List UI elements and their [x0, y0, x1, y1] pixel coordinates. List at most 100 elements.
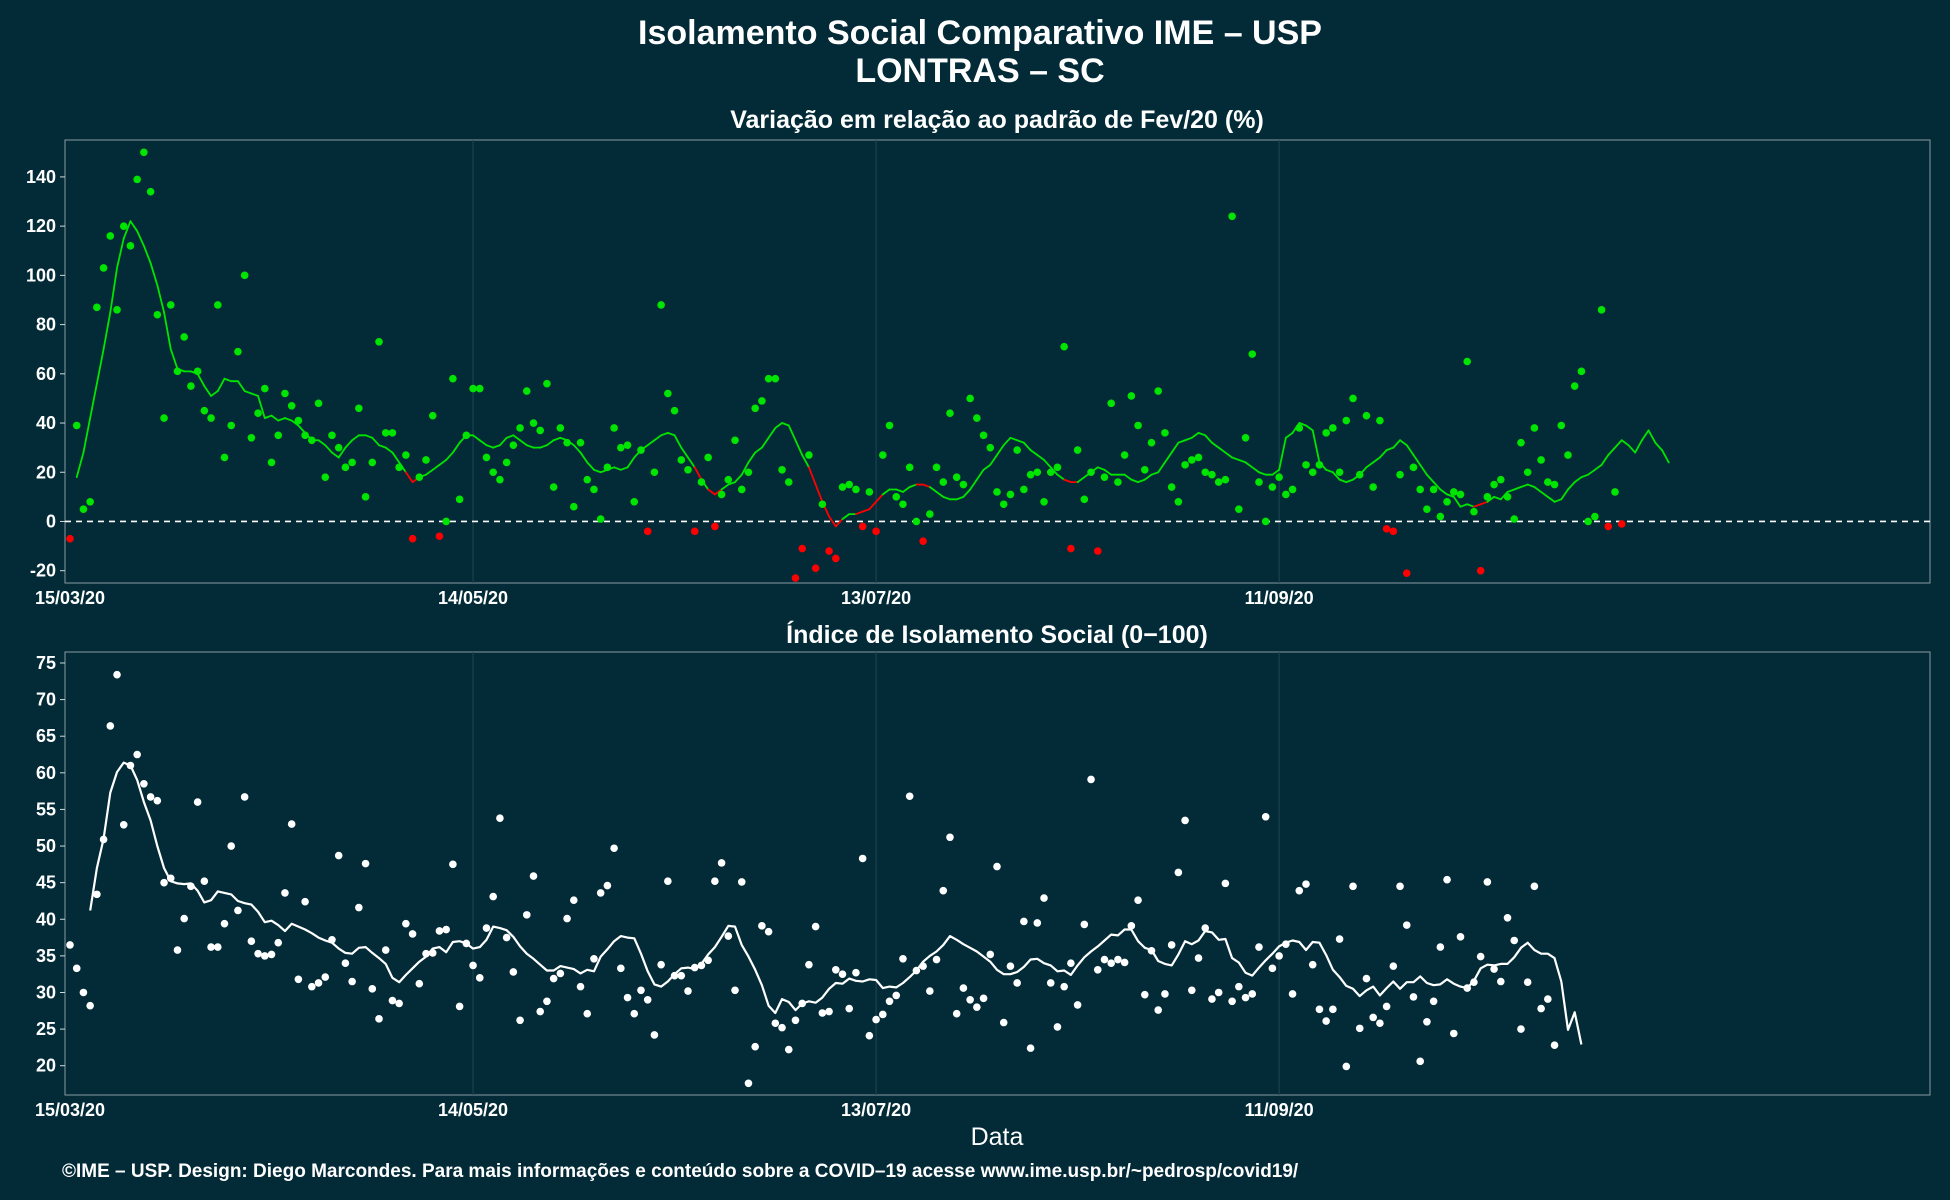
variation-moving-average-segment [613, 466, 622, 471]
variation-data-point [764, 374, 773, 383]
index-data-point [522, 911, 531, 919]
variation-y-tick-label: 140 [26, 167, 56, 187]
index-y-tick-label: 20 [36, 1056, 56, 1076]
variation-moving-average-segment [237, 380, 246, 392]
variation-data-point [899, 500, 907, 509]
variation-data-point [240, 271, 249, 280]
variation-moving-average-segment [1331, 471, 1341, 481]
variation-data-point [905, 463, 914, 472]
index-data-point [1382, 1002, 1391, 1011]
variation-moving-average-segment [1123, 473, 1133, 481]
index-data-point [408, 930, 417, 938]
variation-moving-average-segment [928, 486, 938, 493]
variation-data-point [865, 488, 874, 496]
index-data-point [261, 952, 269, 960]
variation-moving-average-segment [451, 441, 461, 454]
index-data-point [106, 722, 115, 730]
index-data-point [402, 919, 410, 928]
index-data-point [220, 919, 229, 928]
variation-moving-average-segment [539, 444, 548, 449]
variation-data-point [1550, 480, 1559, 489]
variation-data-point [778, 465, 786, 474]
variation-y-tick-label: -20 [30, 561, 56, 581]
index-y-tick-label: 45 [36, 873, 56, 893]
variation-x-tick-label: 11/09/20 [1245, 588, 1314, 608]
index-data-point [415, 979, 424, 988]
index-y-tick-label: 65 [36, 726, 56, 746]
index-data-point [690, 963, 699, 972]
index-data-point [1154, 1006, 1163, 1014]
variation-data-point [919, 537, 927, 545]
variation-moving-average-segment [861, 508, 871, 513]
index-data-point [529, 872, 538, 880]
variation-moving-average-segment [1520, 483, 1529, 488]
variation-moving-average-segment [1029, 449, 1039, 456]
variation-panel: Variação em relação ao padrão de Fev/20 … [26, 106, 1931, 608]
variation-data-point [334, 443, 343, 452]
index-data-point [892, 991, 901, 1000]
variation-moving-average-segment [270, 414, 280, 422]
variation-data-point [1483, 493, 1492, 501]
variation-moving-average-segment [653, 434, 663, 442]
variation-data-point [1067, 544, 1075, 553]
variation-data-point [1268, 483, 1277, 491]
index-moving-average-line [89, 761, 1583, 1045]
index-data-point [274, 938, 283, 947]
index-data-point [952, 1009, 961, 1018]
variation-moving-average-segment [1452, 495, 1462, 508]
variation-data-point [650, 468, 659, 477]
variation-data-point [664, 389, 672, 398]
index-data-point [973, 1003, 981, 1011]
variation-data-point [831, 554, 840, 563]
variation-data-point [294, 416, 303, 425]
index-data-point [865, 1031, 874, 1040]
variation-moving-average-segment [1197, 431, 1207, 437]
index-data-point [670, 971, 679, 980]
variation-data-point [415, 473, 424, 481]
variation-moving-average-segment [519, 439, 528, 447]
variation-data-point [502, 458, 511, 467]
variation-data-point [1369, 483, 1377, 491]
index-data-point [160, 878, 168, 887]
index-data-point [1443, 875, 1451, 884]
variation-moving-average-segment [1338, 478, 1348, 483]
index-data-point [798, 999, 806, 1008]
variation-moving-average-segment [1513, 486, 1522, 491]
index-data-point [314, 979, 323, 987]
variation-moving-average-segment [787, 424, 797, 442]
index-x-tick-label: 13/07/20 [841, 1100, 911, 1120]
index-data-point [919, 962, 927, 970]
variation-data-point [308, 436, 316, 445]
variation-moving-average-segment [95, 348, 105, 385]
caption: ©IME – USP. Design: Diego Marcondes. Par… [62, 1161, 1299, 1182]
variation-data-point [630, 497, 639, 506]
variation-data-point [1040, 497, 1048, 506]
index-data-point [79, 988, 88, 997]
variation-data-point [1154, 387, 1163, 395]
index-data-point [771, 1019, 780, 1028]
index-data-point [1235, 982, 1243, 991]
variation-moving-average-segment [89, 382, 98, 420]
variation-y-tick-label: 60 [36, 364, 56, 384]
index-data-point [1544, 995, 1552, 1003]
variation-data-point [133, 175, 141, 184]
variation-moving-average-segment [875, 493, 884, 503]
variation-data-point [408, 534, 417, 543]
index-data-point [240, 793, 249, 801]
variation-moving-average-segment [1164, 451, 1173, 464]
variation-data-point [482, 453, 491, 462]
index-data-point [422, 949, 430, 958]
variation-data-point [1248, 350, 1257, 358]
variation-moving-average-segment [552, 436, 562, 442]
variation-moving-average-segment [364, 434, 374, 439]
variation-data-point [1282, 490, 1290, 499]
variation-data-point [1617, 520, 1626, 528]
variation-data-point [1342, 416, 1351, 425]
index-data-point [281, 889, 289, 897]
variation-moving-average-segment [646, 439, 656, 447]
variation-x-tick-label: 14/05/20 [438, 588, 508, 608]
variation-data-point [892, 493, 901, 501]
index-y-tick-label: 30 [36, 982, 56, 1002]
